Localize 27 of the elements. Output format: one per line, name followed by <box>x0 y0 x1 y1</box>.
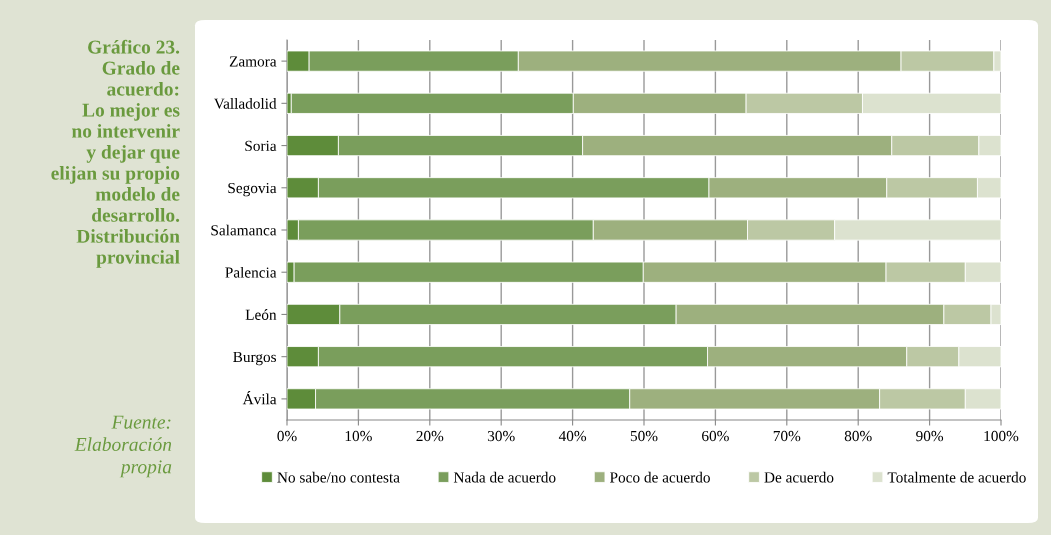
x-tick-label: 70% <box>773 430 801 442</box>
x-tick-label: 50% <box>630 430 658 442</box>
x-tick-label: 20% <box>416 430 444 442</box>
y-tick-label: Zamora <box>229 56 277 67</box>
legend-label: Nada de acuerdo <box>453 471 556 483</box>
y-tick-label: Salamanca <box>211 224 277 236</box>
x-tick-label: 60% <box>702 430 729 442</box>
y-tick-label: Soria <box>245 140 277 152</box>
x-tick-label: 40% <box>558 430 587 442</box>
legend-label: Totalmente de acuerdo <box>887 471 1026 483</box>
chart-title: Gráfico 23. Grado de acuerdo: Lo mejor es no intervenir y dejar que elijan su propio modelo de desarrollo. Distribución provincial <box>51 39 180 268</box>
x-tick-label: 10% <box>345 430 372 442</box>
legend-label: No sabe/no contesta <box>277 471 400 483</box>
y-tick-label: Ávila <box>242 391 277 405</box>
x-tick-label: 100% <box>984 430 1019 442</box>
y-tick-label: Palencia <box>225 266 277 278</box>
x-tick-label: 80% <box>844 430 872 442</box>
y-tick-label: Segovia <box>228 182 277 197</box>
y-tick-label: Valladolid <box>213 98 277 109</box>
legend-label: De acuerdo <box>764 471 834 483</box>
x-tick-label: 90% <box>916 430 944 442</box>
source-note: Fuente: Elaboración propia <box>74 415 172 478</box>
y-tick-label: León <box>245 309 277 320</box>
y-tick-label: Burgos <box>233 351 277 366</box>
x-tick-label: 30% <box>487 430 515 442</box>
legend-label: Poco de acuerdo <box>609 471 710 483</box>
x-tick-label: 0% <box>277 430 297 442</box>
